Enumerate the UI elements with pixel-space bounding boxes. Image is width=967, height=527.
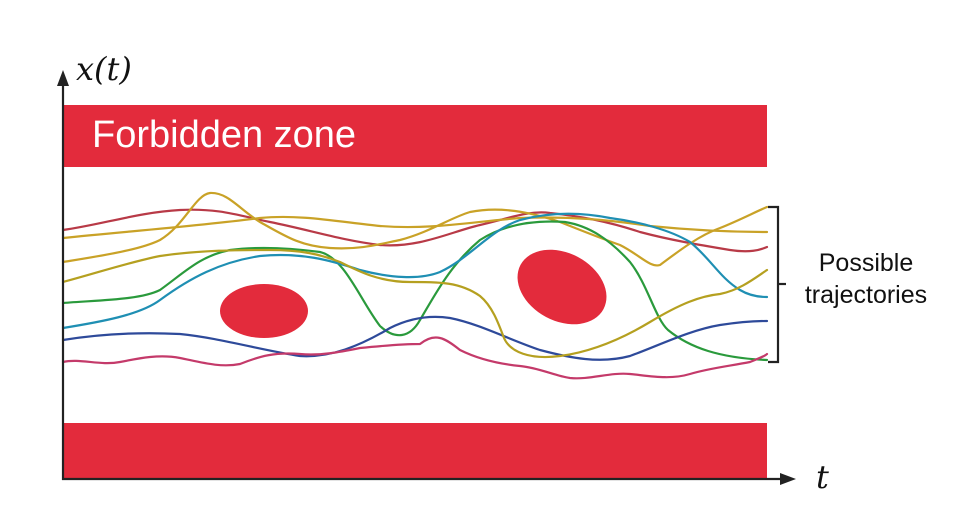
trajectory-green [61, 220, 769, 362]
forbidden-zone-label: Forbidden zone [92, 114, 356, 156]
trajectory-dark-blue [61, 315, 769, 361]
forbidden-island-left [220, 284, 308, 338]
y-axis-label: x(t) [76, 50, 132, 88]
x-axis-label: t [816, 458, 829, 496]
trajectory-gold-upper [61, 191, 769, 267]
forbidden-island-right [517, 249, 607, 325]
trajectory-dark-red [61, 208, 769, 253]
y-axis-arrowhead [57, 70, 69, 86]
trajectory-gold-lower [61, 248, 769, 359]
trajectories-label-line1: Possible [819, 249, 914, 277]
trajectories [61, 191, 769, 380]
forbidden-zone-bottom [63, 423, 767, 478]
x-axis-arrowhead [780, 473, 796, 485]
trajectory-magenta [61, 336, 769, 380]
trajectories-bracket [768, 205, 780, 364]
trajectory-teal [61, 212, 769, 330]
trajectories-label-line2: trajectories [805, 281, 927, 309]
forbidden-zone-top [63, 105, 767, 167]
